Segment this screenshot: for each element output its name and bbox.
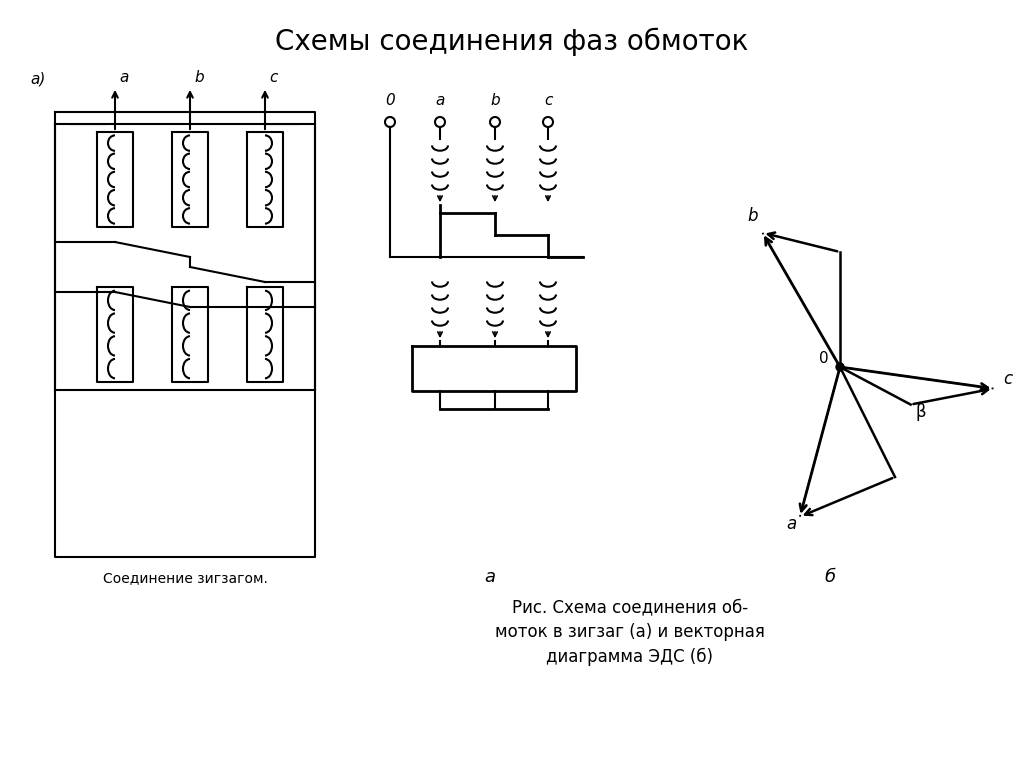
Text: 0: 0 (819, 351, 828, 366)
Text: c: c (1002, 370, 1012, 387)
Text: c: c (544, 93, 552, 108)
Text: a: a (435, 93, 444, 108)
Text: а): а) (30, 72, 45, 87)
Text: Рис. Схема соединения об-: Рис. Схема соединения об- (512, 598, 749, 616)
Text: Схемы соединения фаз обмоток: Схемы соединения фаз обмоток (275, 28, 749, 56)
Text: b: b (194, 70, 204, 85)
Text: a: a (119, 70, 128, 85)
Text: Соединение зигзагом.: Соединение зигзагом. (102, 571, 267, 585)
Text: а: а (484, 568, 496, 586)
Text: 0: 0 (385, 93, 395, 108)
Text: a: a (786, 515, 797, 533)
Text: моток в зигзаг (а) и векторная: моток в зигзаг (а) и векторная (495, 623, 765, 641)
Text: диаграмма ЭДС (б): диаграмма ЭДС (б) (547, 648, 714, 666)
Text: б: б (824, 568, 836, 586)
Text: b: b (748, 207, 758, 225)
Text: c: c (269, 70, 278, 85)
Text: β: β (915, 403, 926, 420)
Circle shape (836, 363, 844, 371)
Text: b: b (490, 93, 500, 108)
